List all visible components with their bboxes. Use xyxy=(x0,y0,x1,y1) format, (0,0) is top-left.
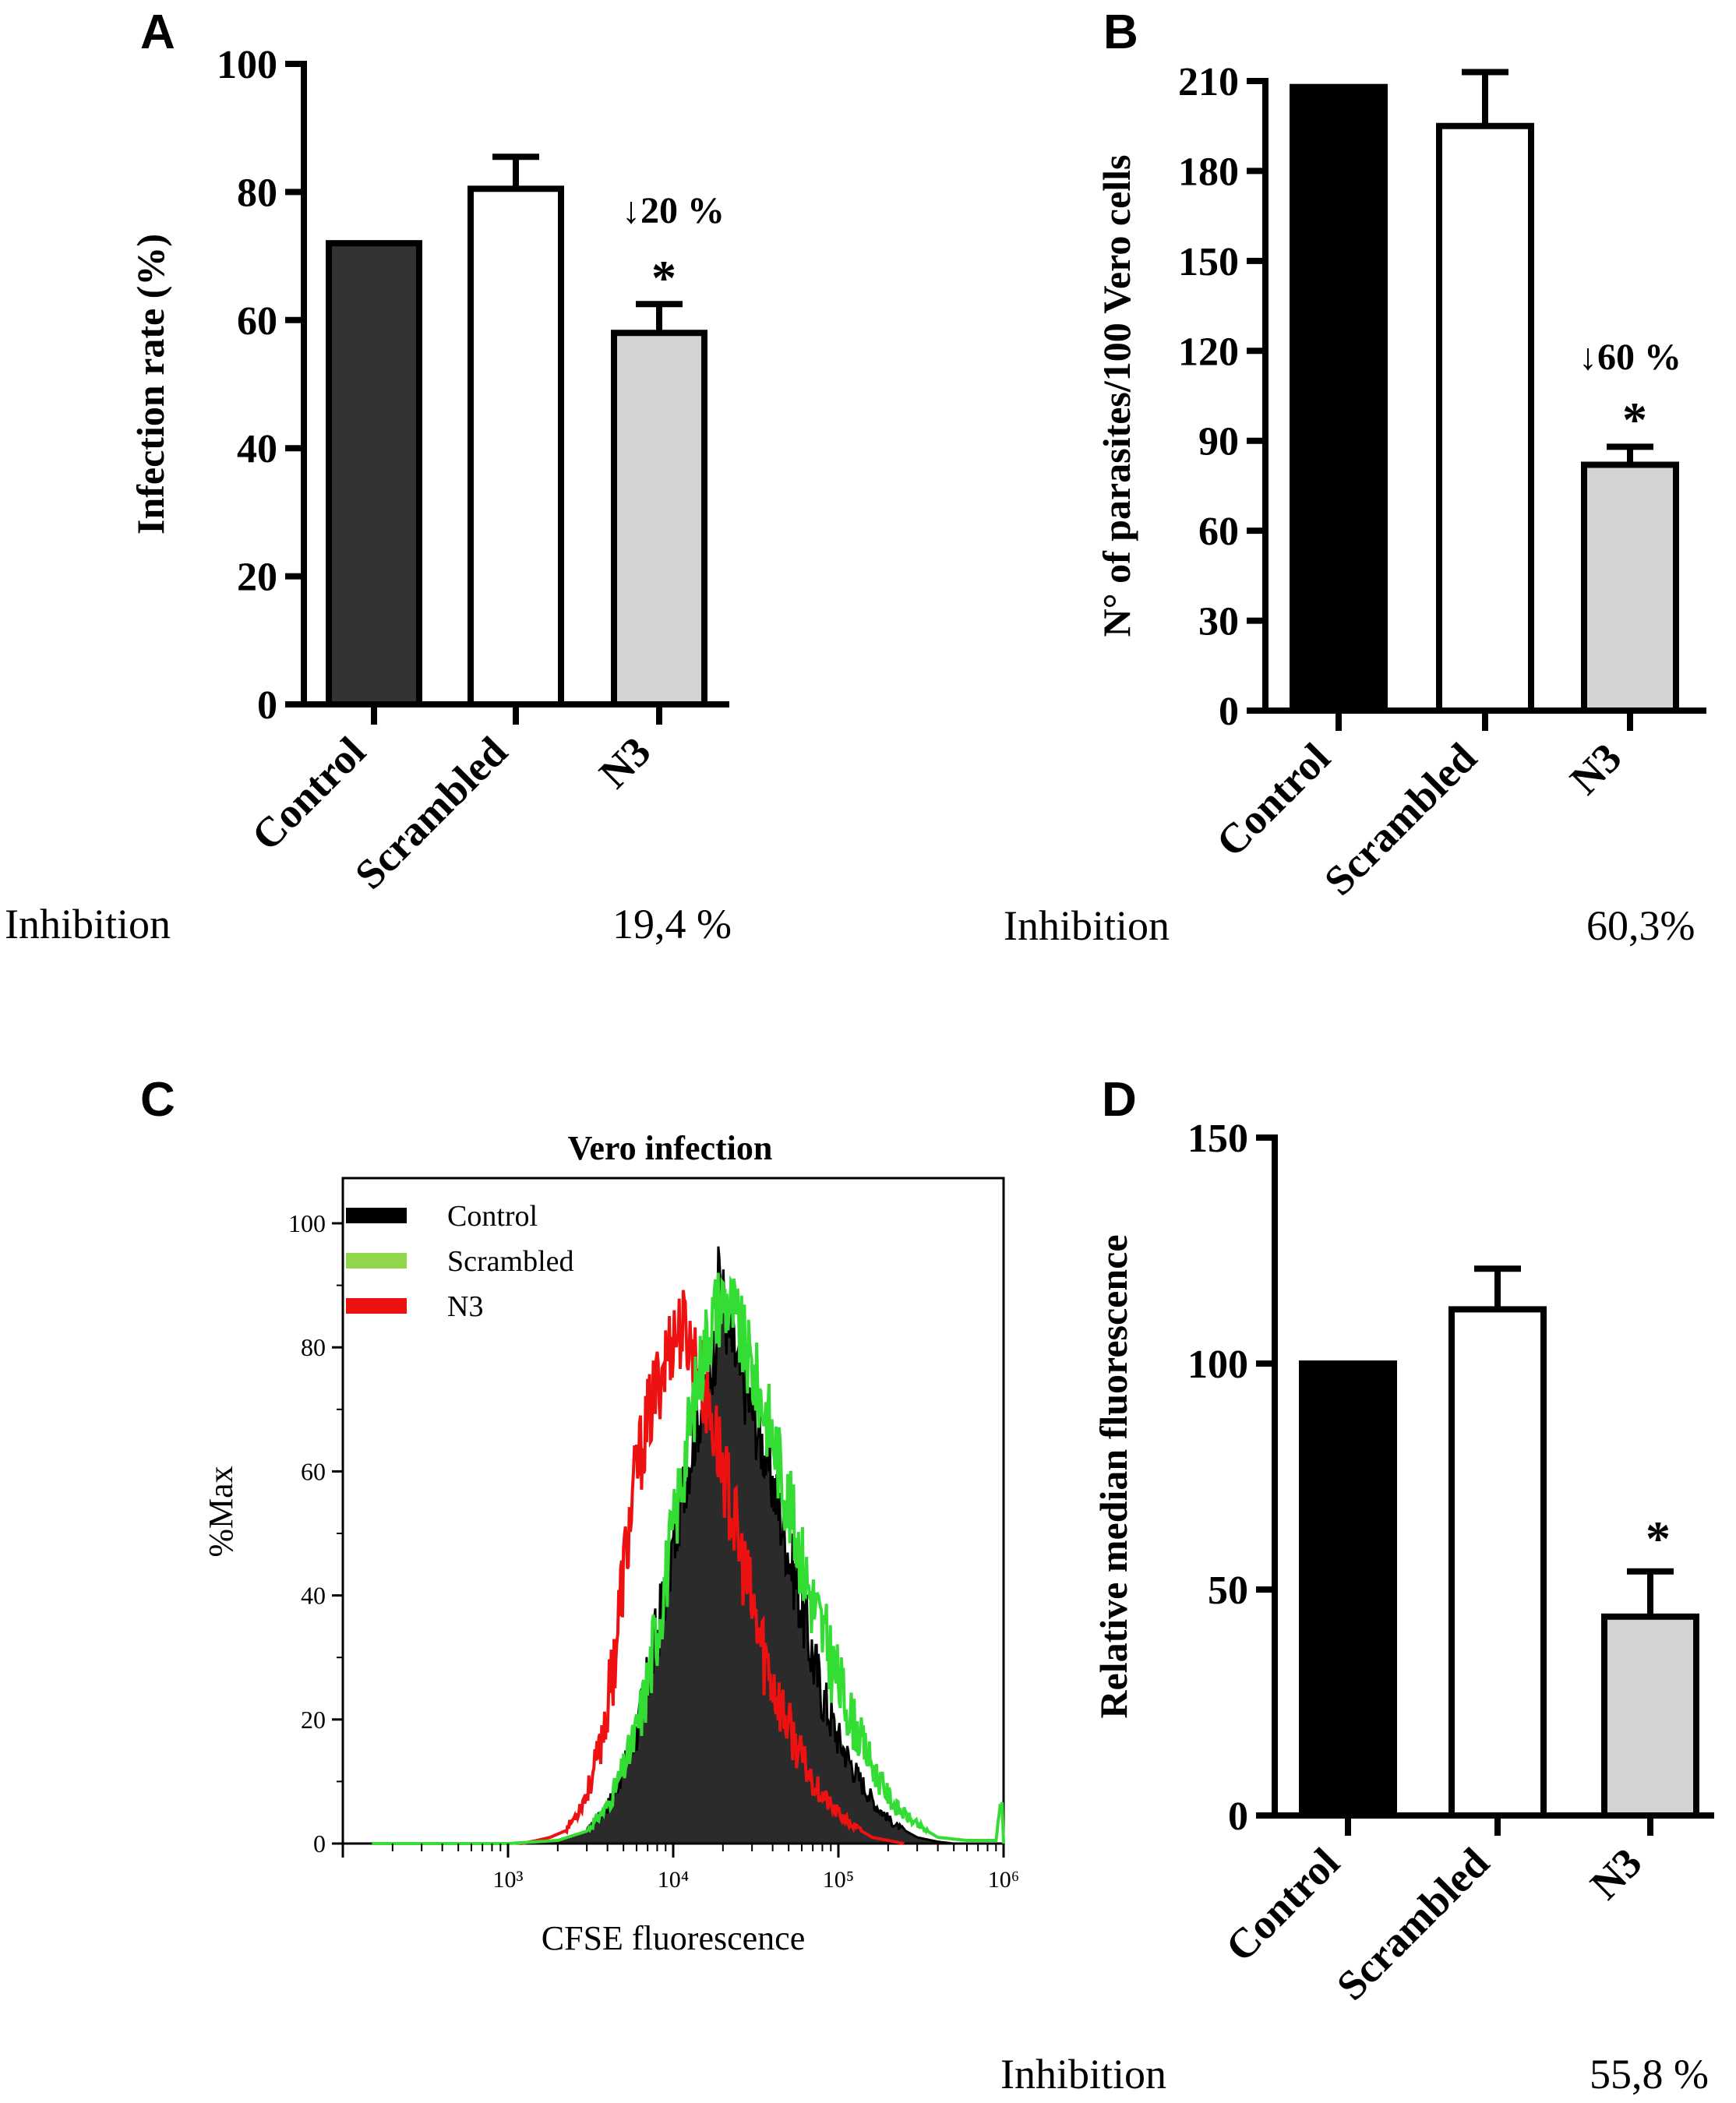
y-tick-label: 150 xyxy=(1187,1117,1248,1161)
y-tick-label: 20 xyxy=(301,1706,326,1734)
y-tick-label: 60 xyxy=(301,1457,326,1485)
significance-star-d: * xyxy=(1646,1511,1671,1566)
inhibition-value-b: 60,3% xyxy=(1586,902,1695,949)
y-tick-label: 40 xyxy=(237,427,277,471)
series-scrambled-histogram xyxy=(372,1272,1005,1845)
y-tick-label: 100 xyxy=(288,1209,326,1237)
inhibition-value-a: 19,4 % xyxy=(612,901,732,947)
inhibition-label-d: Inhibition xyxy=(1000,2051,1166,2098)
x-tick-label: 10⁴ xyxy=(658,1867,689,1893)
legend-swatch-n3 xyxy=(346,1298,407,1314)
y-axis-title: %Max xyxy=(202,1466,240,1557)
bar-scrambled xyxy=(1436,122,1534,714)
y-tick-label: 100 xyxy=(217,43,277,87)
y-tick-label: 80 xyxy=(301,1333,326,1361)
bar-control xyxy=(1299,1360,1397,1819)
y-tick-label: 0 xyxy=(257,683,277,728)
legend-swatch-control xyxy=(346,1208,407,1223)
y-tick-label: 0 xyxy=(1219,690,1239,734)
series-n3-histogram xyxy=(520,1290,905,1845)
x-tick-label: 10⁶ xyxy=(988,1867,1019,1893)
panel-c: C 0 20 40 60 80 100 10³ 10⁴ 10⁵ 10⁶ Vero infection… xyxy=(140,1073,1019,1957)
y-tick-label: 180 xyxy=(1178,150,1239,194)
y-axis-title: Infection rate (%) xyxy=(129,234,172,535)
y-axis-title: Relative median fluorescence xyxy=(1092,1234,1135,1718)
bar-n3 xyxy=(611,330,707,707)
y-tick-label: 50 xyxy=(1208,1568,1248,1613)
y-tick-label: 80 xyxy=(237,171,277,215)
x-axis-title: CFSE fluorescence xyxy=(542,1919,805,1957)
panel-letter-c: C xyxy=(140,1073,175,1127)
inhibition-label-b: Inhibition xyxy=(1004,902,1170,949)
panel-letter-a: A xyxy=(140,5,175,59)
x-tick-label: 10⁵ xyxy=(823,1867,854,1893)
panel-letter-d: D xyxy=(1102,1073,1137,1127)
y-tick-label: 120 xyxy=(1178,330,1239,374)
y-tick-label: 30 xyxy=(1198,600,1239,644)
legend-label-n3: N3 xyxy=(447,1290,483,1323)
y-tick-label: 0 xyxy=(1228,1794,1248,1839)
significance-star-b: * xyxy=(1622,392,1647,447)
bar-n3 xyxy=(1601,1613,1699,1819)
y-axis-title: N° of parasites/100 Vero cells xyxy=(1095,154,1138,637)
histogram-chart-c: 0 20 40 60 80 100 10³ 10⁴ 10⁵ 10⁶ Vero infection CF… xyxy=(202,1129,1019,1957)
y-tick-label: 210 xyxy=(1178,60,1239,104)
annotation-b-percent: ↓60 % xyxy=(1579,337,1681,378)
y-tick-label: 60 xyxy=(237,299,277,344)
y-tick-label: 60 xyxy=(1198,510,1239,554)
panel-letter-b: B xyxy=(1103,5,1138,59)
annotation-a-percent: ↓20 % xyxy=(622,190,725,231)
y-tick-label: 40 xyxy=(301,1582,326,1610)
bar-scrambled xyxy=(468,185,564,708)
legend-swatch-scrambled xyxy=(346,1253,407,1269)
y-tick-label: 90 xyxy=(1198,420,1239,464)
inhibition-label-a: Inhibition xyxy=(5,901,171,947)
chart-title: Vero infection xyxy=(568,1129,773,1167)
x-tick-label: 10³ xyxy=(493,1867,524,1893)
inhibition-value-d: 55,8 % xyxy=(1590,2051,1709,2098)
y-tick-label: 150 xyxy=(1178,240,1239,284)
legend-label-control: Control xyxy=(447,1200,538,1233)
y-tick-label: 20 xyxy=(237,556,277,600)
bar-control xyxy=(326,240,422,708)
bar-scrambled xyxy=(1448,1306,1547,1819)
bar-control xyxy=(1290,83,1388,714)
legend-label-scrambled: Scrambled xyxy=(447,1245,574,1278)
significance-star-a: * xyxy=(651,250,676,305)
y-tick-label: 100 xyxy=(1187,1343,1248,1387)
y-tick-label: 0 xyxy=(313,1830,326,1858)
bar-n3 xyxy=(1581,461,1679,714)
